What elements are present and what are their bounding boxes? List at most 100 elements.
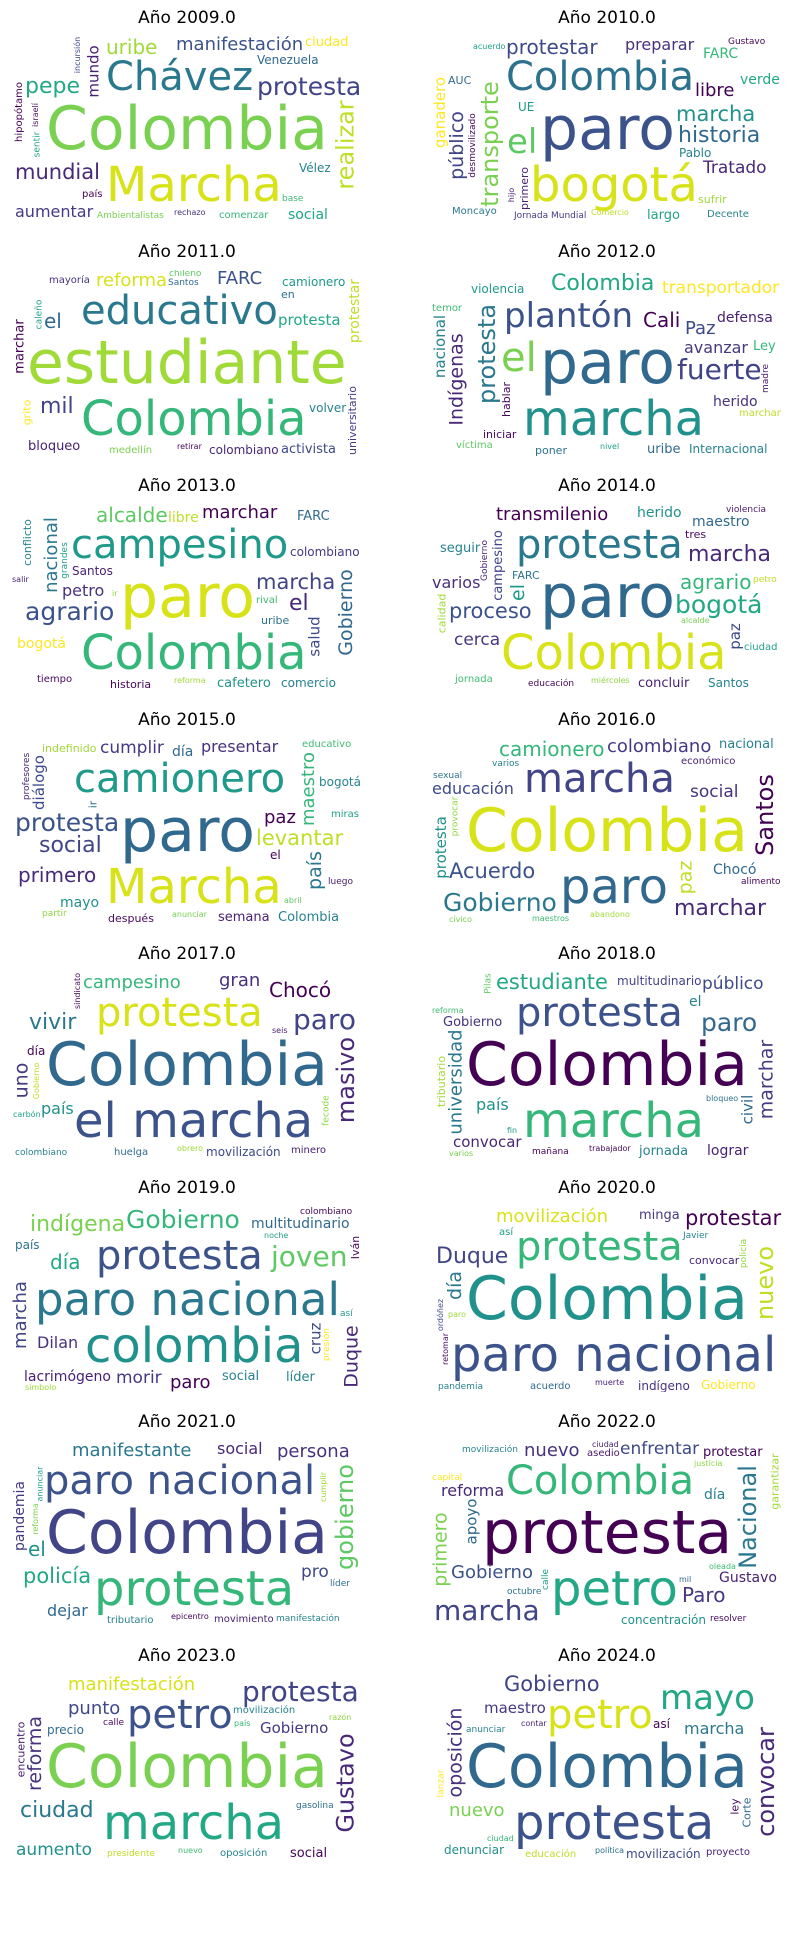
- cloud-word: el: [289, 591, 309, 616]
- cloud-word: indefinido: [42, 742, 97, 755]
- cloud-word: miras: [331, 809, 359, 820]
- cloud-word: hijo: [506, 187, 516, 203]
- panel-title: Año 2014.0: [558, 476, 656, 496]
- cloud-word: protesta: [482, 1498, 733, 1568]
- cloud-word: Indígenas: [446, 332, 469, 426]
- cloud-word: bloqueo: [706, 1094, 739, 1103]
- cloud-word: agrario: [25, 597, 115, 626]
- cloud-word: UE: [518, 100, 535, 114]
- cloud-word: Marcha: [106, 157, 282, 213]
- cloud-word: paro: [170, 1372, 211, 1392]
- cloud-word: indígena: [30, 1212, 126, 1237]
- cloud-word: protesta: [15, 808, 120, 837]
- cloud-word: bogotá: [319, 775, 361, 789]
- cloud-word: Venezuela: [257, 53, 319, 67]
- wordcloud-panel: Año 2010.0 paro bogotá Colombia el marcha tran…: [432, 4, 782, 226]
- cloud-word: Colombia: [46, 1732, 328, 1802]
- wordcloud-panel: Año 2009.0 Colombia Marcha Chávez protesta mu…: [12, 4, 362, 226]
- cloud-word: ganadero: [432, 76, 450, 149]
- cloud-word: justicia: [694, 1459, 723, 1468]
- cloud-word: protesta: [473, 303, 501, 405]
- wordcloud-panel: Año 2012.0 paro marcha el plantón fuerte prote…: [432, 238, 782, 460]
- panel-title: Año 2021.0: [138, 1412, 236, 1432]
- cloud-word: punto: [68, 1698, 121, 1719]
- cloud-word: marcha: [524, 756, 675, 802]
- cloud-word: protestar: [685, 1206, 782, 1230]
- cloud-word: retirar: [177, 442, 202, 451]
- cloud-word: Colombia: [46, 1498, 328, 1568]
- cloud-word: manifestación: [276, 1614, 340, 1624]
- wordcloud: Colombia marcha protesta paro estudiante univ…: [432, 972, 782, 1158]
- cloud-word: educación: [432, 779, 514, 798]
- wordcloud: Colombia protesta paro nacional manifestant…: [12, 1440, 362, 1626]
- cloud-word: sentir: [31, 131, 42, 158]
- cloud-word: gasolina: [296, 1801, 334, 1811]
- cloud-word: Colombia: [466, 1264, 748, 1334]
- cloud-word: madre: [760, 363, 771, 394]
- cloud-word: Pilas: [484, 972, 494, 994]
- wordcloud: paro Colombia campesino agrario marcha nacion…: [12, 504, 362, 690]
- cloud-word: uribe: [261, 614, 290, 627]
- cloud-word: luego: [328, 877, 353, 887]
- cloud-word: realizar: [331, 99, 360, 190]
- cloud-word: marcha: [523, 391, 705, 447]
- wordcloud-panel: Año 2016.0 Colombia paro marcha Gobierno Acue…: [432, 706, 782, 928]
- cloud-word: noche: [264, 1231, 289, 1240]
- cloud-word: marcha: [256, 570, 336, 594]
- panel-title: Año 2019.0: [138, 1178, 236, 1198]
- panel-title: Año 2022.0: [558, 1412, 656, 1432]
- cloud-word: Jornada Mundial: [514, 211, 587, 221]
- cloud-word: paro: [120, 562, 255, 632]
- cloud-word: hablar: [499, 381, 513, 418]
- cloud-word: minga: [639, 1208, 680, 1223]
- cloud-word: protesta: [516, 990, 683, 1036]
- cloud-word: el: [689, 994, 702, 1010]
- cloud-word: Pablo: [679, 146, 712, 160]
- cloud-word: así: [340, 1309, 353, 1319]
- cloud-word: tres: [685, 528, 707, 541]
- cloud-word: resolver: [710, 1614, 747, 1624]
- cloud-word: violencia: [471, 282, 525, 296]
- cloud-word: día: [50, 1250, 81, 1274]
- cloud-word: tributario: [107, 1615, 154, 1626]
- cloud-word: largo: [647, 208, 680, 222]
- wordcloud: paro marcha el plantón fuerte protesta Colombi…: [432, 270, 782, 456]
- cloud-word: estudiante: [27, 328, 347, 398]
- cloud-word: avanzar: [684, 338, 748, 357]
- cloud-word: Chocó: [713, 862, 757, 878]
- cloud-word: oposición: [220, 1848, 268, 1859]
- cloud-word: seis: [272, 1026, 288, 1035]
- cloud-word: masivo: [332, 1036, 360, 1124]
- cloud-word: iniciar: [483, 428, 517, 441]
- wordcloud-panel: Año 2017.0 Colombia el marcha protesta campe…: [12, 940, 362, 1162]
- cloud-word: razón: [329, 1713, 352, 1722]
- wordcloud-panel: Año 2022.0 protesta petro Colombia Gobierno m…: [432, 1408, 782, 1630]
- cloud-word: FARC: [512, 569, 540, 582]
- cloud-word: ley: [729, 1797, 742, 1815]
- cloud-word: Gobierno: [32, 1062, 41, 1100]
- cloud-word: multitudinario: [251, 1216, 350, 1232]
- cloud-word: lacrimógeno: [24, 1369, 111, 1385]
- cloud-word: económico: [681, 756, 736, 767]
- panel-title: Año 2012.0: [558, 242, 656, 262]
- cloud-word: paro: [560, 859, 668, 915]
- cloud-word: así: [499, 1227, 514, 1238]
- cloud-word: ciudad: [20, 1798, 94, 1823]
- cloud-word: salud: [305, 615, 324, 657]
- cloud-word: proceso: [449, 599, 532, 623]
- cloud-word: temor: [432, 303, 463, 314]
- cloud-word: policía: [23, 1564, 92, 1588]
- cloud-word: petro: [753, 575, 777, 585]
- panel-title: Año 2017.0: [138, 944, 236, 964]
- wordcloud: Colombia Marcha Chávez protesta mundial reali…: [12, 36, 362, 222]
- cloud-word: bogotá: [17, 636, 66, 652]
- cloud-word: cerca: [454, 630, 501, 650]
- cloud-word: preparar: [625, 36, 695, 54]
- cloud-word: encuentro: [14, 1721, 28, 1778]
- cloud-word: país: [41, 1099, 74, 1118]
- panel-title: Año 2009.0: [138, 8, 236, 28]
- cloud-word: activista: [281, 442, 336, 456]
- cloud-word: oleada: [709, 1562, 736, 1571]
- cloud-word: símbolo: [25, 1383, 57, 1392]
